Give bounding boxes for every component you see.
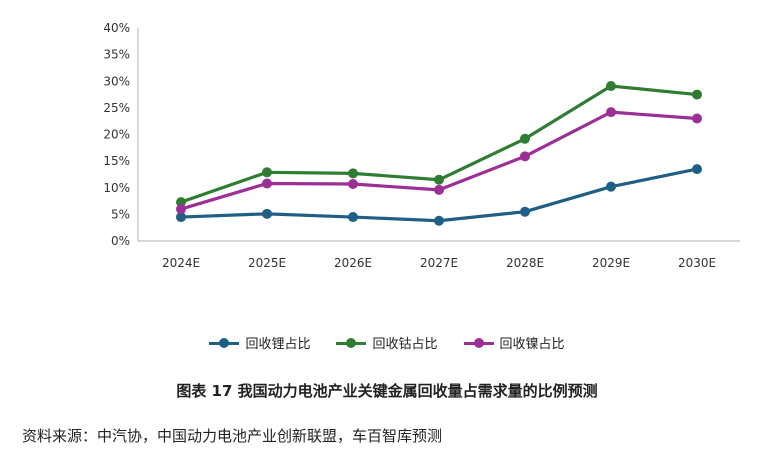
y-tick-label: 5% — [111, 207, 130, 221]
source-note: 资料来源：中汽协，中国动力电池产业创新联盟，车百智库预测 — [22, 427, 443, 445]
legend-label-nickel: 回收镍占比 — [499, 337, 565, 352]
data-point — [434, 174, 444, 185]
data-point — [520, 133, 530, 144]
legend-label-lithium: 回收锂占比 — [245, 337, 311, 352]
data-point — [692, 164, 702, 175]
data-point — [348, 168, 358, 179]
y-tick-label: 10% — [103, 181, 130, 195]
legend-item-nickel: 回收镍占比 — [463, 333, 565, 352]
y-tick-label: 25% — [103, 101, 130, 115]
series-0 — [176, 164, 702, 226]
legend-marker-nickel — [463, 337, 494, 348]
data-point — [692, 113, 702, 124]
line-chart: 0% 5% 10% 15% 20% 25% 30% 35% 40% 2024E 2025E 2026… — [103, 21, 740, 270]
data-point — [262, 178, 272, 189]
data-point — [262, 167, 272, 178]
data-point — [262, 208, 272, 219]
series-lines — [176, 81, 702, 226]
series-2 — [176, 107, 702, 215]
figure-caption: 图表 17 我国动力电池产业关键金属回收量占需求量的比例预测 — [176, 382, 598, 400]
y-tick-label: 15% — [103, 154, 130, 168]
y-tick-label: 40% — [103, 21, 130, 35]
data-point — [434, 215, 444, 226]
data-point — [176, 212, 186, 223]
series-1 — [176, 81, 702, 208]
x-tick-label: 2026E — [334, 256, 372, 270]
x-tick-label: 2030E — [678, 256, 716, 270]
x-axis-ticks: 2024E 2025E 2026E 2027E 2028E 2029E 2030E — [162, 256, 716, 270]
y-tick-label: 0% — [111, 234, 130, 248]
legend-marker-cobalt — [336, 337, 367, 348]
data-point — [176, 204, 186, 215]
data-point — [520, 151, 530, 162]
x-tick-label: 2028E — [506, 256, 544, 270]
legend-item-cobalt: 回收钴占比 — [336, 333, 438, 352]
data-point — [692, 89, 702, 100]
data-point — [606, 107, 616, 118]
data-point — [434, 184, 444, 195]
y-tick-label: 30% — [103, 74, 130, 88]
x-tick-label: 2029E — [592, 256, 630, 270]
data-point — [520, 206, 530, 217]
legend: 回收锂占比 回收钴占比 回收镍占比 — [0, 333, 774, 352]
data-point — [176, 197, 186, 208]
y-axis-ticks: 0% 5% 10% 15% 20% 25% 30% 35% 40% — [103, 21, 130, 248]
data-point — [348, 212, 358, 223]
x-tick-label: 2024E — [162, 256, 200, 270]
y-tick-label: 35% — [103, 48, 130, 62]
data-point — [348, 179, 358, 190]
data-point — [606, 181, 616, 192]
legend-marker-lithium — [209, 337, 240, 348]
data-point — [606, 81, 616, 92]
x-tick-label: 2027E — [420, 256, 458, 270]
y-tick-label: 20% — [103, 128, 130, 142]
legend-item-lithium: 回收锂占比 — [209, 333, 310, 352]
legend-label-cobalt: 回收钴占比 — [372, 337, 438, 352]
x-tick-label: 2025E — [248, 256, 286, 270]
axes — [137, 28, 740, 242]
